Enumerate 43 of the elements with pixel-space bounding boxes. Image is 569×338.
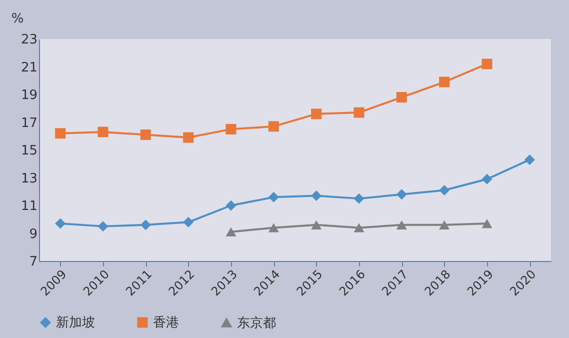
y-tick-label: 15 [20,144,38,158]
point [354,193,364,204]
y-tick-label: 23 [20,32,38,48]
point [226,200,236,211]
point [140,129,151,140]
y-tick-label: 11 [20,199,38,214]
point [98,126,108,138]
point [55,128,66,139]
point [226,124,236,134]
point [98,221,108,232]
y-axis-title: % [11,12,24,26]
y-tick-label: 21 [20,60,38,76]
y-tick-label: 7 [29,254,38,270]
point [482,174,492,184]
point [311,220,322,230]
point [183,216,194,228]
point [268,192,279,202]
y-tick-label: 17 [20,116,38,131]
y-tick-label: 13 [20,171,38,186]
point [439,76,450,88]
point [311,190,322,202]
point [354,107,364,118]
point [268,223,279,232]
point [311,108,322,120]
legend-label: 新加坡 [56,316,95,331]
point [55,218,66,229]
point [183,132,194,143]
point [439,220,450,230]
point [482,58,492,70]
point [226,227,236,236]
point [396,220,407,230]
point [524,154,535,165]
point [396,92,407,103]
point [354,223,364,232]
point [482,218,492,228]
point [268,121,279,132]
legend-label: 香港 [153,316,179,331]
point [439,184,450,196]
point [140,220,151,230]
y-tick-label: 19 [20,88,38,103]
legend-label: 东京都 [237,316,276,331]
point [396,189,407,200]
y-tick-label: 9 [29,226,38,242]
